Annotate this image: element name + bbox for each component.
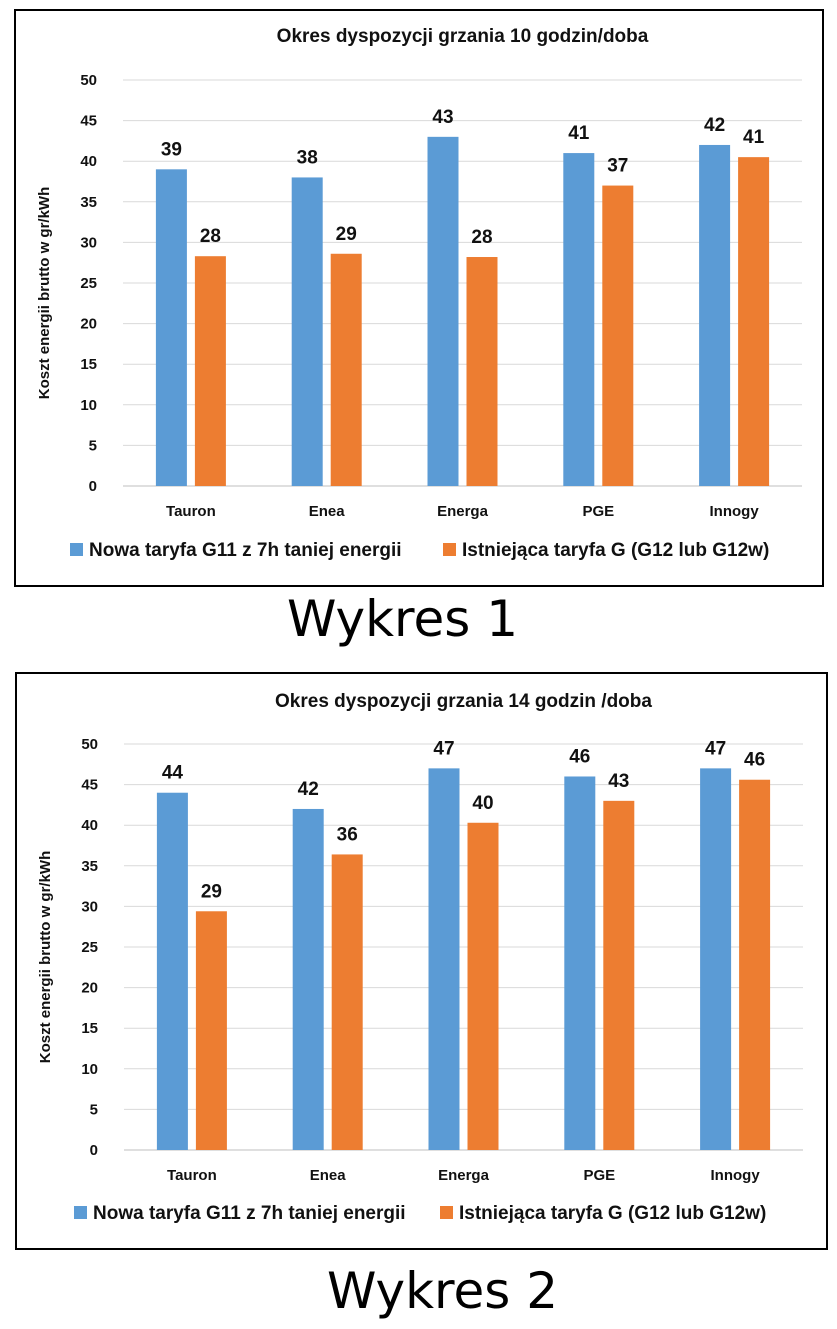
y-tick-label: 15 [80, 356, 97, 373]
y-tick-label: 30 [80, 234, 97, 251]
legend-swatch [74, 1206, 87, 1219]
y-tick-label: 40 [81, 817, 98, 834]
bar-g12-pge [603, 800, 635, 1150]
y-tick-label: 10 [80, 397, 97, 414]
data-label: 42 [704, 115, 725, 136]
data-label: 43 [608, 771, 629, 792]
x-tick-label: Enea [310, 1167, 347, 1184]
legend-entry: Istniejąca taryfa G (G12 lub G12w) [462, 540, 769, 561]
bar-g12-pge [602, 185, 634, 486]
data-label: 38 [297, 147, 318, 168]
data-label: 46 [744, 750, 765, 771]
y-tick-label: 50 [81, 736, 98, 753]
x-tick-label: Tauron [167, 1167, 217, 1184]
data-label: 42 [298, 779, 319, 800]
chart-title: Okres dyspozycji grzania 14 godzin /doba [275, 691, 652, 712]
bar-g11-innogy [699, 144, 731, 486]
data-label: 39 [161, 139, 182, 160]
bar-g11-tauron [156, 792, 188, 1150]
x-tick-label: Innogy [710, 503, 760, 520]
y-axis-label: Koszt energii brutto w gr/kWh [37, 851, 54, 1064]
data-label: 28 [200, 226, 221, 247]
x-tick-label: PGE [582, 503, 614, 520]
bar-g11-energa [428, 768, 460, 1150]
bar-g12-enea [331, 854, 363, 1150]
x-tick-label: PGE [583, 1167, 615, 1184]
data-label: 47 [705, 738, 726, 759]
data-label: 41 [568, 123, 590, 144]
y-tick-label: 20 [81, 980, 98, 997]
y-tick-label: 10 [81, 1061, 98, 1078]
chart-2: Okres dyspozycji grzania 14 godzin /doba… [15, 672, 828, 1250]
chart-2-svg: Okres dyspozycji grzania 14 godzin /doba… [37, 691, 803, 1224]
legend-swatch [440, 1206, 453, 1219]
chart-1-svg: Okres dyspozycji grzania 10 godzin/doba 0… [36, 26, 802, 561]
bar-g12-tauron [194, 256, 226, 486]
data-label: 44 [162, 763, 184, 784]
bar-g11-tauron [155, 169, 187, 486]
chart-1: Okres dyspozycji grzania 10 godzin/doba 0… [14, 9, 824, 587]
x-tick-label: Energa [438, 1167, 490, 1184]
legend-swatch [443, 543, 456, 556]
y-tick-label: 20 [80, 316, 97, 333]
data-label: 40 [472, 793, 493, 814]
bar-g12-innogy [738, 157, 770, 486]
bar-g12-enea [330, 253, 362, 486]
x-tick-label: Energa [437, 503, 489, 520]
chart-1-caption: Wykres 1 [286, 590, 519, 648]
y-tick-label: 25 [81, 939, 98, 956]
bar-g11-innogy [700, 768, 732, 1150]
x-tick-label: Tauron [166, 503, 216, 520]
y-tick-label: 5 [89, 437, 97, 454]
legend-entry: Istniejąca taryfa G (G12 lub G12w) [459, 1203, 766, 1224]
x-tick-label: Enea [309, 503, 346, 520]
y-tick-label: 30 [81, 898, 98, 915]
data-label: 37 [607, 156, 628, 177]
y-tick-label: 50 [80, 72, 97, 89]
data-label: 29 [336, 224, 357, 245]
bar-g12-innogy [739, 779, 771, 1150]
bar-g11-pge [563, 153, 595, 486]
data-label: 43 [432, 107, 453, 128]
chart-2-caption: Wykres 2 [326, 1262, 559, 1320]
bar-g12-energa [466, 257, 498, 486]
y-tick-label: 5 [90, 1101, 98, 1118]
legend-entry: Nowa taryfa G11 z 7h taniej energii [89, 540, 402, 561]
chart-title: Okres dyspozycji grzania 10 godzin/doba [277, 26, 649, 47]
y-tick-label: 0 [89, 478, 97, 495]
y-tick-label: 40 [80, 153, 97, 170]
y-axis-label: Koszt energii brutto w gr/kWh [36, 187, 53, 400]
legend-swatch [70, 543, 83, 556]
data-label: 36 [337, 824, 358, 845]
data-label: 28 [471, 227, 492, 248]
data-label: 41 [743, 127, 765, 148]
legend-entry: Nowa taryfa G11 z 7h taniej energii [93, 1203, 406, 1224]
x-tick-label: Innogy [711, 1167, 761, 1184]
bar-g12-energa [467, 822, 499, 1150]
y-tick-label: 15 [81, 1020, 98, 1037]
y-tick-label: 25 [80, 275, 97, 292]
data-label: 29 [201, 881, 222, 902]
y-tick-label: 45 [81, 777, 98, 794]
y-tick-label: 45 [80, 113, 97, 130]
bar-g11-enea [291, 177, 323, 486]
bar-g11-pge [564, 776, 596, 1150]
bar-g12-tauron [195, 911, 227, 1150]
bar-g11-enea [292, 808, 324, 1150]
data-label: 46 [569, 746, 590, 767]
bar-g11-energa [427, 136, 459, 486]
y-tick-label: 0 [90, 1142, 98, 1159]
data-label: 47 [433, 738, 454, 759]
y-tick-label: 35 [80, 194, 97, 211]
y-tick-label: 35 [81, 858, 98, 875]
